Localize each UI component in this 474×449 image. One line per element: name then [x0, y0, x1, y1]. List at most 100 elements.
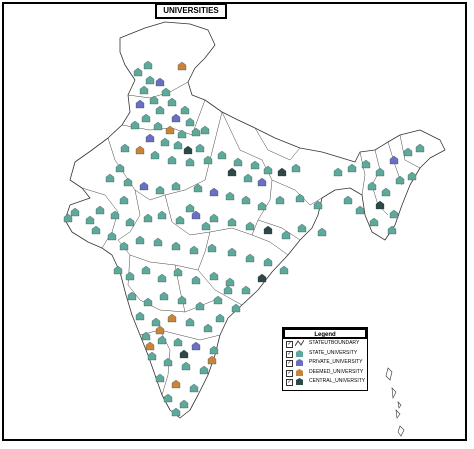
- university-marker: [157, 335, 167, 345]
- university-marker: [407, 171, 417, 181]
- university-marker: [155, 185, 165, 195]
- university-marker: [145, 341, 155, 351]
- university-marker: [149, 95, 159, 105]
- university-marker: [313, 200, 323, 210]
- university-marker: [193, 183, 203, 193]
- university-marker: [257, 201, 267, 211]
- university-marker: [123, 177, 133, 187]
- university-marker: [155, 325, 165, 335]
- university-marker: [167, 313, 177, 323]
- university-marker: [145, 75, 155, 85]
- university-marker: [209, 187, 219, 197]
- university-marker: [243, 173, 253, 183]
- university-marker: [119, 195, 129, 205]
- university-marker: [167, 97, 177, 107]
- university-marker: [85, 215, 95, 225]
- university-marker: [155, 105, 165, 115]
- university-marker: [153, 121, 163, 131]
- university-marker: [151, 317, 161, 327]
- university-marker: [225, 277, 235, 287]
- university-marker: [195, 143, 205, 153]
- university-marker: [333, 167, 343, 177]
- legend-item-central-university[interactable]: ✓ CENTRAL_UNIVERSITY: [283, 377, 367, 387]
- university-marker: [171, 379, 181, 389]
- legend-label: STATE_UNIVERSITY: [309, 349, 358, 356]
- university-marker: [275, 195, 285, 205]
- university-marker: [225, 191, 235, 201]
- university-marker: [375, 167, 385, 177]
- legend-item-stateutboundary[interactable]: ✓ STATEUTBOUNDARY: [283, 339, 367, 349]
- university-marker: [281, 230, 291, 240]
- university-marker: [209, 345, 219, 355]
- university-marker: [195, 301, 205, 311]
- university-marker: [209, 271, 219, 281]
- university-marker: [179, 349, 189, 359]
- university-marker: [207, 355, 217, 365]
- university-marker: [135, 311, 145, 321]
- private-university-icon: [296, 359, 303, 366]
- university-marker: [369, 217, 379, 227]
- university-marker: [167, 155, 177, 165]
- university-marker: [191, 210, 201, 220]
- university-marker: [171, 113, 181, 123]
- university-marker: [191, 127, 201, 137]
- checkbox-icon[interactable]: ✓: [286, 350, 293, 358]
- legend-item-private-university[interactable]: ✓ PRIVATE_UNIVERSITY: [283, 358, 367, 368]
- university-marker: [199, 365, 209, 375]
- university-marker: [113, 265, 123, 275]
- checkbox-icon[interactable]: ✓: [286, 360, 293, 367]
- checkbox-icon[interactable]: ✓: [286, 379, 293, 386]
- university-marker: [297, 223, 307, 233]
- university-marker: [185, 117, 195, 127]
- university-marker: [110, 210, 120, 220]
- university-marker: [291, 163, 301, 173]
- university-marker: [143, 297, 153, 307]
- university-marker: [107, 231, 117, 241]
- legend-label: CENTRAL_UNIVERSITY: [309, 378, 366, 384]
- university-marker: [130, 120, 140, 130]
- university-marker: [241, 285, 251, 295]
- university-marker: [245, 221, 255, 231]
- university-marker: [207, 243, 217, 253]
- university-marker: [191, 341, 201, 351]
- university-marker: [263, 257, 273, 267]
- university-marker: [173, 140, 183, 150]
- university-marker: [139, 85, 149, 95]
- legend-item-deemed-university[interactable]: ✓ DEEMED_UNIVERSITY: [283, 368, 367, 378]
- university-marker: [245, 253, 255, 263]
- university-marker: [141, 113, 151, 123]
- andaman-islands: [385, 367, 405, 437]
- checkbox-icon[interactable]: ✓: [286, 369, 293, 377]
- university-marker: [180, 105, 190, 115]
- university-marker: [115, 163, 125, 173]
- university-marker: [177, 129, 187, 139]
- university-marker: [415, 143, 425, 153]
- university-marker: [153, 237, 163, 247]
- university-marker: [155, 373, 165, 383]
- university-marker: [257, 273, 267, 283]
- university-marker: [125, 217, 135, 227]
- university-marker: [171, 407, 181, 417]
- university-marker: [185, 317, 195, 327]
- university-marker: [163, 393, 173, 403]
- university-marker: [95, 205, 105, 215]
- university-marker: [155, 77, 165, 87]
- university-marker: [189, 383, 199, 393]
- university-marker: [203, 323, 213, 333]
- university-marker: [119, 241, 129, 251]
- university-marker: [279, 265, 289, 275]
- legend-item-state-university[interactable]: ✓ STATE_UNIVERSITY: [283, 349, 367, 359]
- university-marker: [387, 225, 397, 235]
- checkbox-icon[interactable]: ✓: [286, 341, 293, 348]
- central-university-icon: [296, 378, 303, 385]
- university-marker: [250, 160, 260, 170]
- university-marker: [263, 165, 273, 175]
- university-marker: [389, 155, 399, 165]
- university-marker: [159, 291, 169, 301]
- university-marker: [233, 157, 243, 167]
- university-marker: [217, 150, 227, 160]
- university-marker: [163, 357, 173, 367]
- university-marker: [141, 265, 151, 275]
- university-marker: [203, 155, 213, 165]
- university-marker: [143, 213, 153, 223]
